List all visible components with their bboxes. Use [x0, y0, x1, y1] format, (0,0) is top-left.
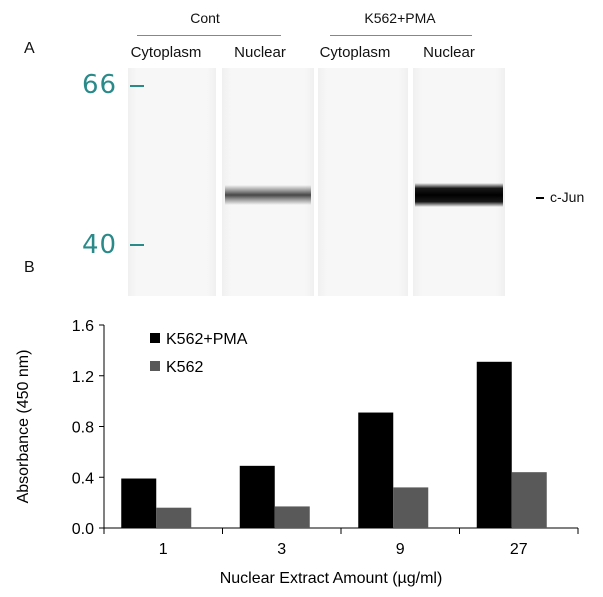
bar-k562-3: [274, 506, 310, 528]
group-divider-k562-pma: [330, 35, 472, 36]
panel-a-label: A: [24, 40, 35, 57]
x-tick-label: 9: [396, 541, 405, 558]
y-tick-label: 0.8: [72, 420, 94, 437]
lane-label-pma-nuclear: Nuclear: [423, 44, 475, 61]
bar-k562-pma-3: [239, 465, 275, 528]
x-axis-title: Nuclear Extract Amount (µg/ml): [220, 570, 443, 587]
group-label-cont: Cont: [190, 10, 220, 26]
y-tick-label: 0.0: [72, 521, 94, 538]
lane-label-cont-cytoplasm: Cytoplasm: [130, 44, 202, 61]
x-tick-label: 3: [277, 541, 286, 558]
panel-b-label: B: [24, 259, 35, 276]
bar-k562-pma-9: [358, 412, 394, 528]
mw-marker-40-tick: [130, 244, 144, 246]
x-tick-label: 27: [510, 541, 528, 558]
mw-marker-40: 40: [82, 230, 118, 260]
mw-marker-66: 66: [82, 70, 118, 100]
c-jun-band-weak: [225, 185, 311, 205]
y-tick-label: 1.2: [72, 369, 94, 386]
bar-k562-1: [156, 507, 192, 528]
y-axis-title: Absorbance (450 nm): [15, 350, 32, 504]
blot-lane-cont-cytoplasm: [128, 68, 216, 296]
bar-k562-pma-1: [121, 478, 157, 528]
x-tick-label: 1: [159, 541, 168, 558]
legend-swatch-k562: [150, 361, 160, 371]
lane-label-cont-nuclear: Nuclear: [234, 44, 286, 61]
bar-k562-9: [393, 487, 429, 528]
blot-lane-pma-nuclear: [413, 68, 505, 296]
group-label-k562-pma: K562+PMA: [364, 10, 436, 26]
legend-label-k562: K562: [166, 359, 203, 376]
group-divider-cont: [137, 35, 281, 36]
y-tick-label: 0.4: [72, 470, 94, 487]
chart-root: 0.0 0.4 0.8 1.2 1.6 1 3 9 27 Nuclear Extract Amou…: [15, 318, 579, 587]
lane-label-pma-cytoplasm: Cytoplasm: [319, 44, 391, 61]
bar-k562-27: [511, 472, 547, 528]
bar-k562-pma-27: [476, 361, 512, 528]
legend-label-k562-pma: K562+PMA: [166, 331, 248, 348]
legend-swatch-k562-pma: [150, 333, 160, 343]
blot-lane-pma-cytoplasm: [318, 68, 408, 296]
mw-marker-66-tick: [130, 85, 144, 87]
c-jun-tick: [536, 197, 544, 199]
c-jun-label: c-Jun: [550, 189, 585, 205]
c-jun-band-strong: [415, 183, 503, 207]
blot-lane-cont-nuclear: [222, 68, 314, 296]
y-tick-label: 1.6: [72, 318, 94, 335]
